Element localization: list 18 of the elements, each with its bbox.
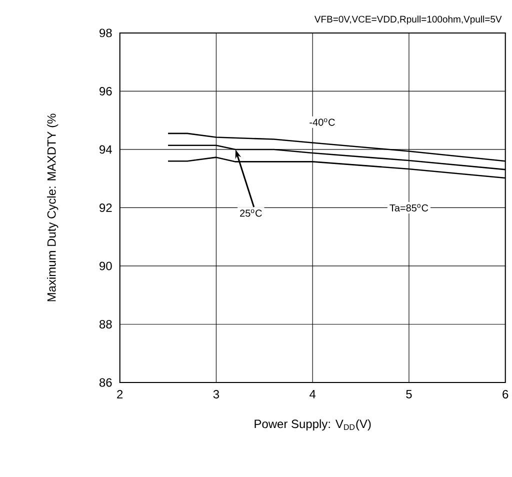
annotation: 25$^{o}$C (240, 209, 262, 217)
annotation: -40$^{o}$C (310, 118, 335, 126)
x-tick-label: 6 (502, 390, 508, 398)
y-tick-label: 98 (100, 28, 112, 37)
chart-title: VFB=0V,VCE=VDD,Rpull=100ohm,Vpull=5V (314, 15, 502, 24)
y-tick-label: 96 (100, 86, 112, 96)
y-tick-label: 88 (100, 320, 112, 328)
x-tick-label: 4 (310, 390, 316, 398)
y-tick-label: 90 (100, 262, 112, 270)
x-axis-title: Power Supply: V$_{DD}$(V) (254, 419, 371, 430)
x-tick-label: 2 (117, 390, 123, 398)
y-tick-label: 94 (100, 145, 112, 154)
y-tick-label: 92 (100, 203, 112, 212)
y-axis-title: Maximum Duty Cycle: MAXDTY (% (47, 114, 58, 301)
y-tick-label: 86 (100, 378, 112, 387)
annotation: Ta=85$^{o}$C (390, 204, 428, 212)
x-tick-label: 5 (406, 390, 412, 398)
x-tick-label: 3 (213, 390, 220, 398)
